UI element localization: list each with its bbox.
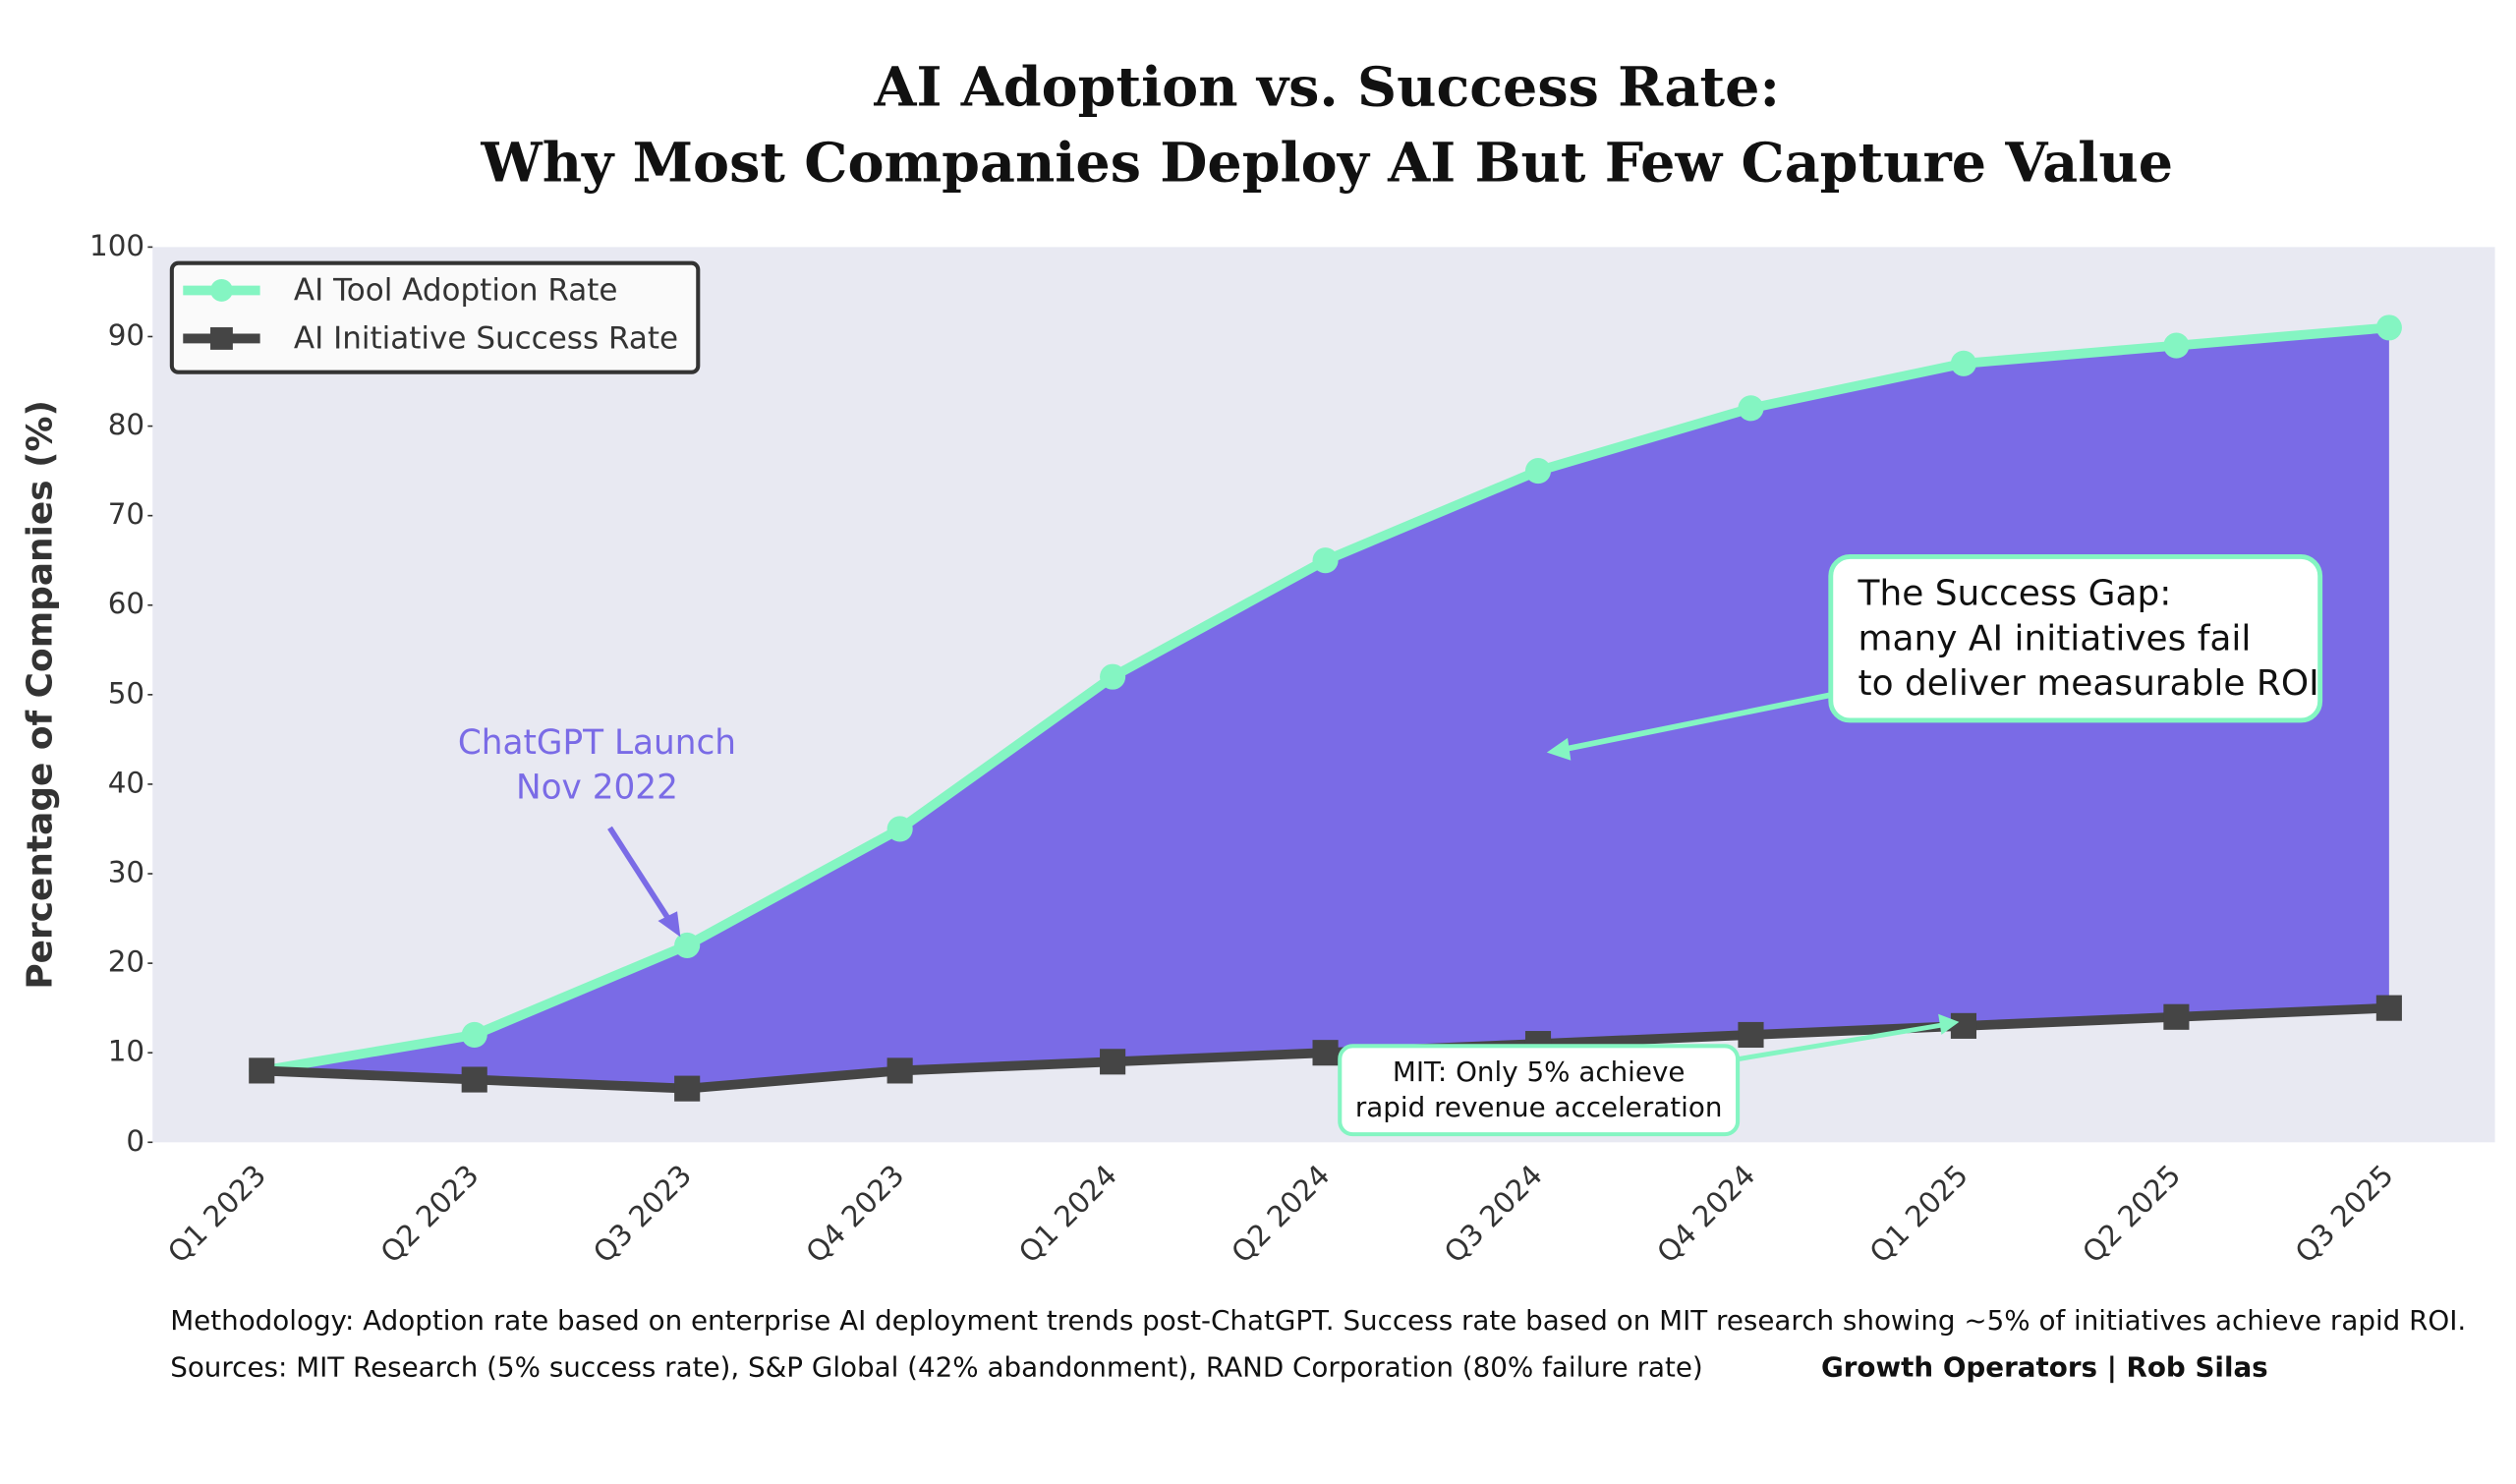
point — [2163, 332, 2190, 359]
point — [2375, 314, 2402, 341]
chart-title: AI Adoption vs. Success Rate: — [873, 56, 1780, 120]
annotation-arrowhead — [658, 911, 681, 938]
point — [461, 1021, 487, 1049]
x-tick-label: Q1 2024 — [1012, 1159, 1123, 1270]
chart-title: Why Most Companies Deploy AI But Few Cap… — [480, 131, 2173, 195]
annotation-arrow — [607, 826, 673, 925]
annotation-arrowhead — [1546, 737, 1572, 761]
annotation-arrow — [1739, 1022, 1942, 1061]
point — [249, 1057, 275, 1084]
point — [1312, 547, 1339, 574]
x-tick-label: Q2 2024 — [1225, 1159, 1336, 1270]
annotations: ChatGPT Launch Nov 2022 The Success Gap:… — [458, 554, 2323, 1137]
point — [461, 1066, 487, 1093]
y-tick-label: 100 — [89, 229, 144, 262]
point — [1950, 1012, 1977, 1039]
y-axis-label: Percentage of Companies (%) — [21, 400, 61, 990]
x-tick-label: Q1 2023 — [161, 1159, 272, 1270]
footer-credit: Growth Operators | Rob Silas — [1821, 1350, 2268, 1383]
footer-sources: Sources: MIT Research (5% success rate),… — [170, 1350, 1703, 1383]
y-tick-label: 90 — [108, 318, 144, 352]
y-tick-label: 10 — [108, 1035, 144, 1068]
annotation-arrowhead — [1938, 1013, 1960, 1035]
x-tick-label: Q3 2025 — [2289, 1159, 2400, 1270]
annotation-box — [1338, 1044, 1741, 1137]
point — [674, 932, 701, 958]
x-tick-label: Q2 2023 — [374, 1159, 486, 1270]
annotation-arrow — [1564, 692, 1833, 753]
y-tick-label: 40 — [108, 766, 144, 799]
y-tick-label: 50 — [108, 676, 144, 710]
point — [1738, 1021, 1764, 1049]
y-tick-label: 80 — [108, 408, 144, 441]
x-tick-label: Q2 2025 — [2076, 1159, 2187, 1270]
y-tick-label: 20 — [108, 945, 144, 979]
y-tick-label: 70 — [108, 497, 144, 531]
annotation-text: Nov 2022 — [516, 769, 678, 808]
point — [1312, 1040, 1339, 1066]
annotation-text: ChatGPT Launch — [458, 723, 736, 763]
y-tick-label: 0 — [126, 1124, 144, 1158]
point — [1100, 1049, 1126, 1075]
point — [2163, 1003, 2190, 1030]
point — [886, 1057, 913, 1084]
annotation-text: to deliver measurable ROI — [1858, 663, 2319, 704]
x-tick-label: Q3 2023 — [587, 1159, 698, 1270]
point — [1524, 458, 1552, 485]
point — [1100, 663, 1126, 690]
legend-swatch — [210, 279, 233, 302]
point — [674, 1075, 701, 1102]
legend-label: AI Initiative Success Rate — [294, 321, 678, 357]
annotation-text: many AI initiatives fail — [1858, 618, 2252, 658]
legend-swatch — [210, 327, 233, 350]
y-tick-label: 60 — [108, 587, 144, 620]
annotation-box — [1828, 554, 2323, 723]
x-tick-label: Q4 2024 — [1650, 1159, 1761, 1270]
y-tick-label: 30 — [108, 856, 144, 889]
point — [1738, 395, 1764, 422]
legend-box — [169, 260, 701, 374]
x-tick-label: Q3 2024 — [1438, 1159, 1549, 1270]
annotation-text: The Success Gap: — [1858, 574, 2172, 614]
annotation-text: MIT: Only 5% achieve — [1393, 1056, 1686, 1088]
point — [1950, 350, 1977, 376]
legend-label: AI Tool Adoption Rate — [294, 273, 618, 309]
footer-methodology: Methodology: Adoption rate based on ente… — [170, 1304, 2466, 1337]
x-tick-label: Q1 2025 — [1863, 1159, 1974, 1270]
point — [886, 816, 913, 842]
point — [2375, 995, 2402, 1021]
gap-area — [261, 327, 2389, 1089]
annotation-text: rapid revenue acceleration — [1355, 1091, 1723, 1123]
x-tick-label: Q4 2023 — [800, 1159, 911, 1270]
